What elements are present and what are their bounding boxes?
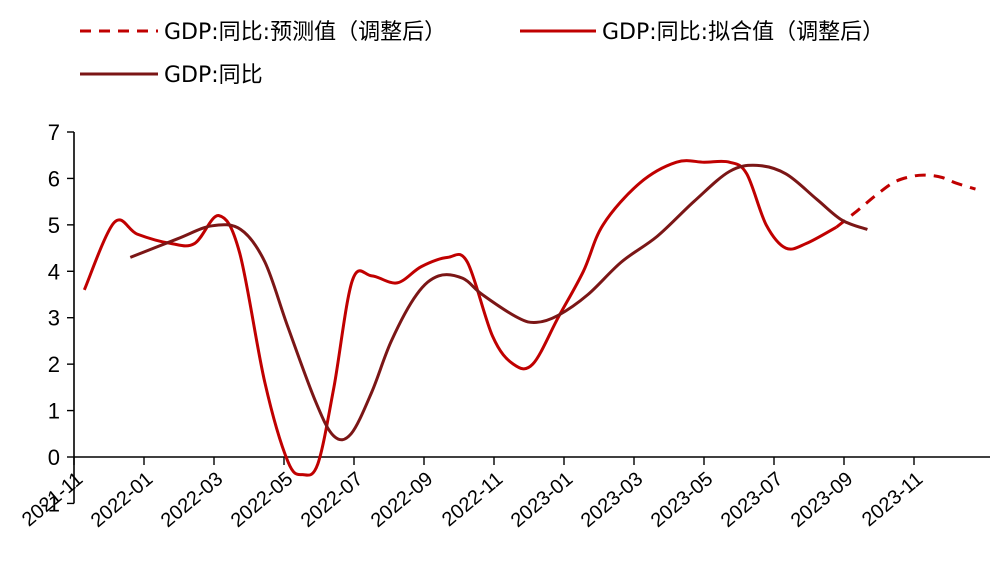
y-tick-label: -1	[40, 491, 60, 516]
plot-area	[82, 159, 976, 477]
x-tick-label: 2022-05	[227, 468, 297, 532]
series-line-fitted	[82, 159, 838, 477]
legend-item-forecast: GDP:同比:预测值（调整后）	[80, 20, 446, 45]
legend-item-fitted: GDP:同比:拟合值（调整后）	[520, 20, 884, 45]
y-tick-label: 3	[48, 306, 60, 331]
x-tick-label: 2022-03	[157, 468, 227, 532]
x-tick-label: 2023-11	[858, 468, 927, 531]
x-tick-label: 2022-01	[87, 468, 157, 532]
x-tick-label: 2023-07	[717, 468, 787, 532]
y-tick-label: 2	[48, 352, 60, 377]
x-tick-label: 2022-09	[367, 468, 437, 532]
y-tick-label: 6	[48, 166, 60, 191]
x-tick-label: 2022-07	[297, 468, 367, 532]
series-line-forecast	[835, 173, 976, 229]
x-tick-label: 2023-09	[787, 468, 857, 532]
x-tick-label: 2021-11	[18, 468, 87, 531]
legend: GDP:同比:预测值（调整后） GDP:同比:拟合值（调整后） GDP:同比	[80, 20, 884, 88]
legend-label-forecast: GDP:同比:预测值（调整后）	[164, 20, 446, 45]
legend-label-fitted: GDP:同比:拟合值（调整后）	[602, 20, 884, 45]
y-tick-label: 5	[48, 213, 60, 238]
legend-label-actual: GDP:同比	[164, 63, 263, 88]
series-line-actual	[129, 163, 868, 442]
x-tick-label: 2023-01	[507, 468, 577, 532]
y-tick-label: 4	[48, 259, 60, 284]
x-tick-label: 2023-03	[577, 468, 647, 532]
y-tick-label: 7	[48, 120, 60, 145]
y-tick-label: 1	[48, 399, 60, 424]
legend-item-actual: GDP:同比	[80, 63, 263, 88]
x-tick-label: 2022-11	[438, 468, 507, 531]
x-tick-label: 2023-05	[647, 468, 717, 532]
y-tick-label: 0	[48, 445, 60, 470]
